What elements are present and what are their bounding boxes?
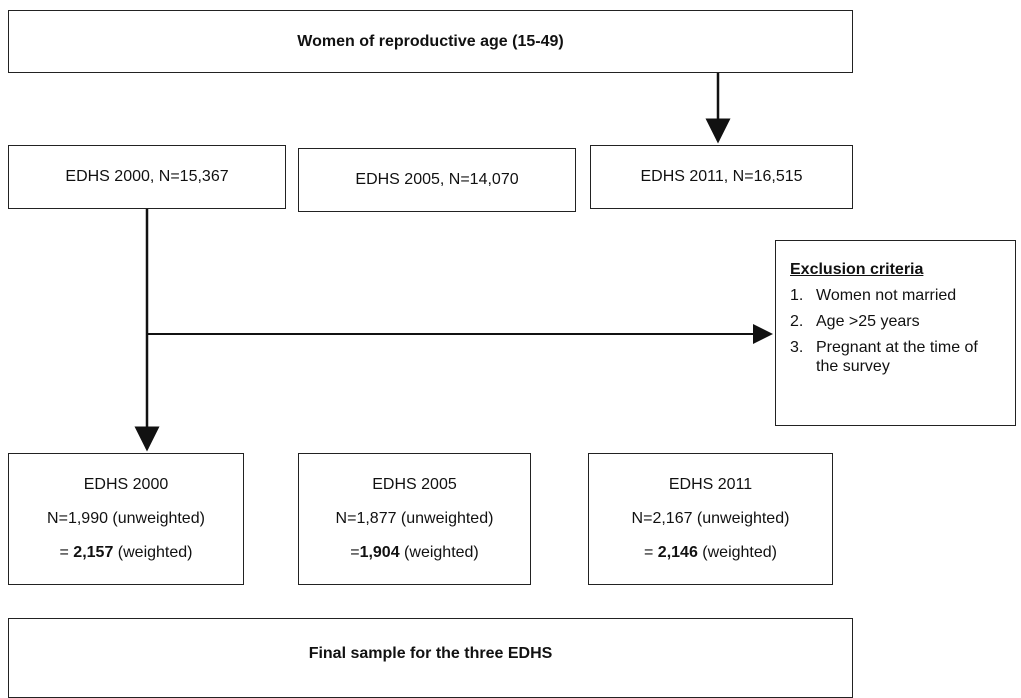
item-text: Women not married <box>816 287 957 304</box>
exclusion-item: 3. Pregnant at the time of the survey <box>790 338 1015 376</box>
weighted-suffix: (weighted) <box>113 544 193 561</box>
exclusion-box: Exclusion criteria 1. Women not married 2… <box>775 240 1016 426</box>
weighted-prefix: = <box>644 544 658 561</box>
sample-box: EDHS 2005 N=1,877 (unweighted) =1,904 (wei… <box>298 453 531 585</box>
sample-unweighted: N=2,167 (unweighted) <box>631 510 790 527</box>
box-label: EDHS 2000, N=15,367 <box>65 168 229 185</box>
sample-weighted: = 2,157 (weighted) <box>60 536 193 570</box>
sample-name: EDHS 2005 <box>372 476 457 493</box>
box-label: EDHS 2005, N=14,070 <box>355 171 519 188</box>
box-label: Final sample for the three EDHS <box>308 645 553 662</box>
sample-box: EDHS 2000 N=1,990 (unweighted) = 2,157 (we… <box>8 453 244 585</box>
survey-box: EDHS 2011, N=16,515 <box>590 145 853 209</box>
exclusion-item: 1. Women not married <box>790 286 1015 305</box>
survey-box: EDHS 2005, N=14,070 <box>298 148 576 212</box>
connectors <box>134 72 773 452</box>
weighted-value: 2,146 <box>657 544 698 561</box>
weighted-value: 2,157 <box>73 544 114 561</box>
sample-weighted: = 2,146 (weighted) <box>644 536 777 570</box>
item-number: 3. <box>790 339 804 356</box>
sample-weighted: =1,904 (weighted) <box>350 536 479 570</box>
exclusion-item: 2. Age >25 years <box>790 312 1015 331</box>
item-text: Age >25 years <box>816 313 920 330</box>
top-box: Women of reproductive age (15-49) <box>8 10 853 73</box>
sample-name: EDHS 2000 <box>83 476 169 493</box>
weighted-value: 1,904 <box>359 544 400 561</box>
weighted-suffix: (weighted) <box>399 544 479 561</box>
sample-box: EDHS 2011 N=2,167 (unweighted) = 2,146 (we… <box>588 453 833 585</box>
weighted-prefix: = <box>59 544 74 561</box>
item-number: 2. <box>790 313 804 330</box>
sample-name: EDHS 2011 <box>668 476 753 493</box>
item-text: Pregnant at the time of the survey <box>816 339 978 375</box>
flowchart: Women of reproductive age (15-49) EDHS 2… <box>8 10 1016 698</box>
sample-unweighted: N=1,990 (unweighted) <box>47 510 205 527</box>
sample-unweighted: N=1,877 (unweighted) <box>335 510 494 527</box>
box-label: Women of reproductive age (15-49) <box>297 32 564 50</box>
survey-box: EDHS 2000, N=15,367 <box>8 145 286 209</box>
weighted-prefix: = <box>350 544 360 561</box>
final-box: Final sample for the three EDHS <box>8 618 853 698</box>
box-label: EDHS 2011, N=16,515 <box>640 168 803 185</box>
weighted-suffix: (weighted) <box>697 544 777 561</box>
item-number: 1. <box>790 287 804 304</box>
exclusion-title: Exclusion criteria <box>790 261 924 278</box>
